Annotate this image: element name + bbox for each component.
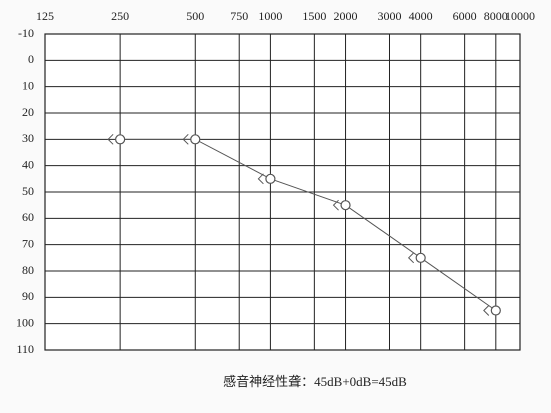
x-tick-label: 3000 (377, 9, 401, 23)
x-tick-label: 500 (186, 9, 204, 23)
y-tick-label: 90 (22, 289, 34, 303)
x-tick-label: 10000 (505, 9, 535, 23)
y-tick-label: 40 (22, 157, 34, 171)
x-tick-label: 1500 (302, 9, 326, 23)
x-tick-label: 8000 (484, 9, 508, 23)
x-tick-label: 250 (111, 9, 129, 23)
y-tick-label: 80 (22, 263, 34, 277)
bone-symbol (483, 305, 490, 316)
x-tick-label: 1000 (258, 9, 282, 23)
bone-symbol (182, 133, 189, 145)
y-tick-label: 110 (16, 342, 34, 356)
x-tick-label: 125 (36, 9, 54, 23)
data-point (190, 134, 201, 145)
y-tick-label: -10 (18, 26, 34, 40)
y-tick-label: 100 (16, 315, 34, 329)
x-tick-label: 2000 (334, 9, 358, 23)
bone-symbol (407, 252, 415, 264)
x-tick-label: 6000 (453, 9, 477, 23)
data-point (265, 173, 276, 184)
bone-symbol (107, 133, 114, 145)
y-tick-label: 50 (22, 184, 34, 198)
bone-symbol (332, 199, 339, 211)
data-point (340, 200, 351, 211)
data-point (415, 252, 426, 263)
bone-symbol (257, 173, 264, 185)
y-tick-label: 60 (22, 210, 34, 224)
x-tick-label: 750 (230, 9, 248, 23)
y-tick-label: 10 (22, 78, 34, 92)
annotation: 感音神经性聋：45dB+0dB=45dB (223, 374, 407, 389)
y-tick-label: 30 (22, 131, 34, 145)
data-point (115, 134, 126, 145)
data-point (490, 305, 501, 316)
x-tick-label: 4000 (409, 9, 433, 23)
y-tick-label: 20 (22, 105, 34, 119)
y-tick-label: 70 (22, 236, 34, 250)
y-tick-label: 0 (28, 52, 34, 66)
